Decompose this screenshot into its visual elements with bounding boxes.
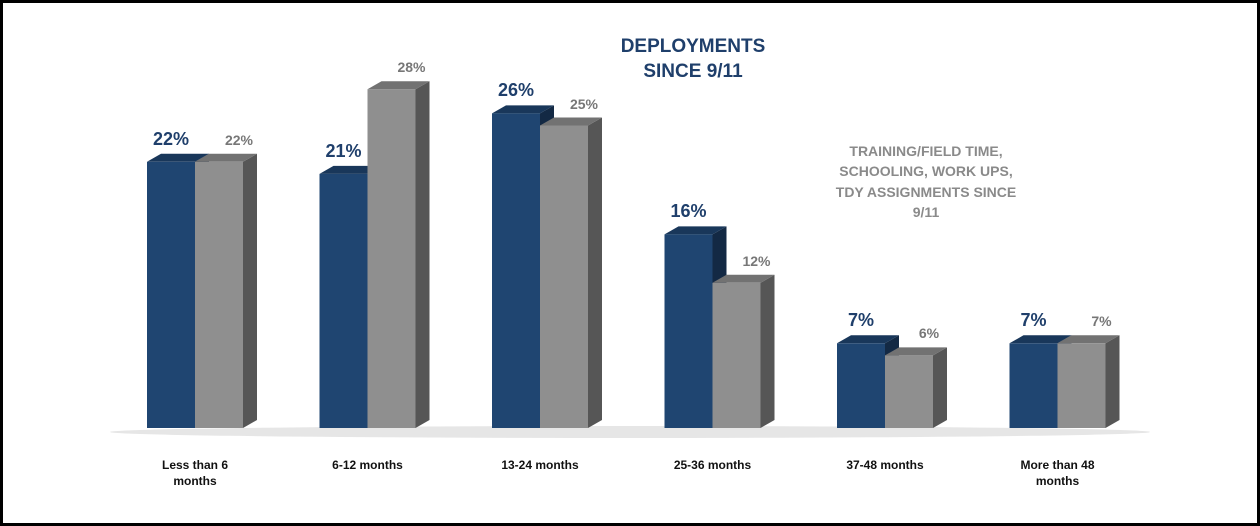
x-tick-label: 13-24 months	[501, 458, 579, 472]
bar	[319, 173, 368, 428]
x-tick-label: 6-12 months	[332, 458, 403, 472]
bar-side	[933, 347, 947, 428]
value-label: 26%	[497, 80, 535, 101]
bar-side	[1105, 335, 1120, 428]
value-label: 6%	[918, 325, 940, 342]
x-tick-label: 25-36 months	[673, 458, 752, 472]
bar	[837, 343, 885, 428]
bar-top	[885, 347, 947, 356]
bar	[540, 125, 588, 428]
bar	[1009, 343, 1058, 428]
series-label: TRAINING/FIELD TIME, SCHOOLING, WORK UPS…	[835, 143, 1017, 220]
x-tick-label: More than 48 months	[1020, 458, 1095, 488]
bar-top	[367, 81, 430, 90]
value-label: 7%	[847, 310, 874, 331]
value-label: 28%	[397, 59, 426, 76]
value-label: 7%	[1020, 310, 1047, 331]
bar-top	[1057, 335, 1120, 344]
series-label: DEPLOYMENTS SINCE 9/11	[620, 36, 766, 82]
bar-side	[243, 153, 257, 429]
x-tick-label: Less than 6 months	[161, 458, 229, 488]
bar-top	[319, 165, 382, 174]
value-label: 12%	[742, 252, 771, 269]
value-label: 21%	[325, 140, 362, 161]
bar-top	[837, 335, 899, 344]
floor-shadow	[110, 426, 1150, 438]
value-label: 7%	[1091, 313, 1112, 330]
value-label: 25%	[569, 95, 599, 112]
bar-side	[588, 117, 602, 428]
value-label: 16%	[670, 201, 707, 222]
value-label: 22%	[224, 131, 254, 148]
value-label: 22%	[152, 128, 190, 149]
bar	[664, 234, 713, 428]
bar-side	[415, 81, 430, 428]
bar-top	[664, 226, 727, 235]
bar	[367, 89, 416, 428]
bar	[147, 161, 195, 429]
bar-top	[195, 153, 257, 162]
bar	[195, 161, 243, 429]
bar	[1057, 343, 1106, 428]
bar	[885, 355, 933, 428]
bar-top	[147, 153, 209, 162]
x-tick-label: 37-48 months	[846, 458, 924, 472]
plot-area	[110, 81, 1150, 438]
bar-top	[540, 117, 602, 126]
bar-top	[1009, 335, 1072, 344]
bar	[492, 113, 540, 429]
bar	[712, 282, 761, 428]
bar-side	[760, 274, 775, 428]
bar-top	[712, 274, 775, 283]
bar-top	[492, 105, 554, 114]
